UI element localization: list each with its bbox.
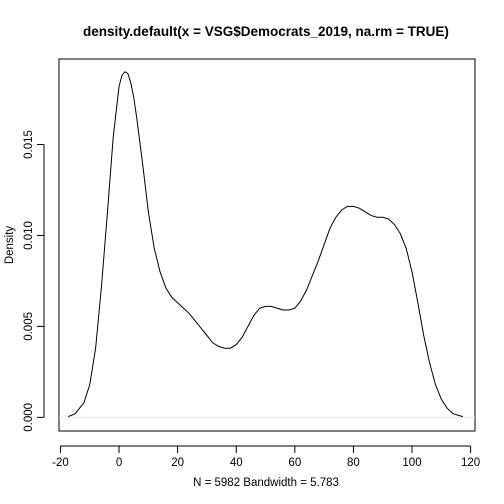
x-tick-label: 40 (230, 457, 243, 469)
x-tick-label: 60 (288, 457, 301, 469)
y-axis-label: Density (4, 226, 16, 265)
x-tick-label: 100 (402, 457, 421, 469)
y-tick-label: 0.005 (23, 312, 35, 341)
x-tick-label: -20 (52, 457, 69, 469)
plot-box (58, 58, 476, 432)
density-curve (68, 71, 463, 418)
x-tick-label: 120 (461, 457, 480, 469)
x-tick-label: 20 (171, 457, 184, 469)
y-tick-label: 0.000 (23, 403, 35, 432)
x-tick-label: 0 (116, 457, 122, 469)
chart-title: density.default(x = VSG$Democrats_2019, … (83, 24, 449, 39)
x-axis: -20 0 20 40 60 80 100 120 (52, 445, 480, 469)
x-axis-label: N = 5982 Bandwidth = 5.783 (193, 477, 339, 489)
y-tick-label: 0.010 (23, 221, 35, 250)
x-tick-label: 80 (347, 457, 360, 469)
y-axis: 0.000 0.005 0.010 0.015 (23, 130, 45, 432)
y-tick-label: 0.015 (23, 130, 35, 159)
